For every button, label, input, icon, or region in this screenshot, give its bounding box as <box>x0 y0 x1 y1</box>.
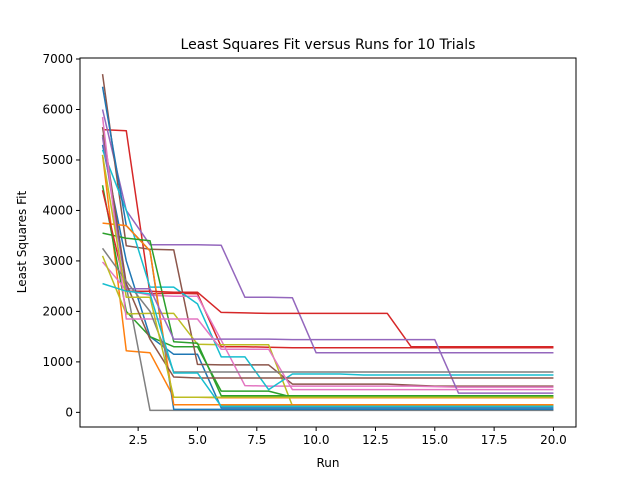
series-line-14 <box>101 190 554 348</box>
y-tick-label: 3000 <box>42 254 73 268</box>
y-tick-label: 2000 <box>42 304 73 318</box>
series-line-13 <box>102 232 554 397</box>
series-line-1 <box>101 144 554 409</box>
x-tick-label: 2.5 <box>129 433 148 447</box>
x-axis-label: Run <box>316 456 339 470</box>
x-tick-label: 5.0 <box>188 433 207 447</box>
series-line-17 <box>101 116 554 391</box>
y-tick-label: 7000 <box>42 52 73 66</box>
series-line-10 <box>101 149 554 391</box>
x-tick-label: 10.0 <box>303 433 330 447</box>
y-axis-label: Least Squares Fit <box>15 191 29 294</box>
y-tick-label: 5000 <box>42 153 73 167</box>
x-tick-label: 20.0 <box>540 433 567 447</box>
series-line-8 <box>101 134 554 412</box>
series-line-6 <box>101 74 554 387</box>
series-line-16 <box>101 127 554 379</box>
x-axis-ticks: 2.5 5.0 7.5 10.0 12.5 15.0 17.5 20.0 <box>129 427 567 447</box>
x-tick-label: 12.5 <box>362 433 389 447</box>
y-tick-label: 6000 <box>42 102 73 116</box>
series-line-12 <box>102 222 554 406</box>
series-line-4 <box>102 128 554 349</box>
y-tick-label: 4000 <box>42 203 73 217</box>
series-layer <box>101 74 554 412</box>
series-line-19 <box>101 154 554 398</box>
x-tick-label: 7.5 <box>247 433 266 447</box>
chart-title: Least Squares Fit versus Runs for 10 Tri… <box>181 37 476 53</box>
y-tick-label: 0 <box>65 405 73 419</box>
x-tick-label: 17.5 <box>481 433 508 447</box>
plot-frame <box>79 57 577 428</box>
series-line-5 <box>101 109 554 354</box>
x-tick-label: 15.0 <box>421 433 448 447</box>
series-line-20 <box>102 282 554 408</box>
series-line-11 <box>101 86 554 411</box>
y-tick-label: 1000 <box>42 355 73 369</box>
series-line-7 <box>101 261 554 388</box>
series-line-18 <box>101 247 554 373</box>
y-axis-ticks: 0 1000 2000 3000 4000 5000 6000 7000 <box>42 52 80 419</box>
series-line-15 <box>101 137 554 394</box>
